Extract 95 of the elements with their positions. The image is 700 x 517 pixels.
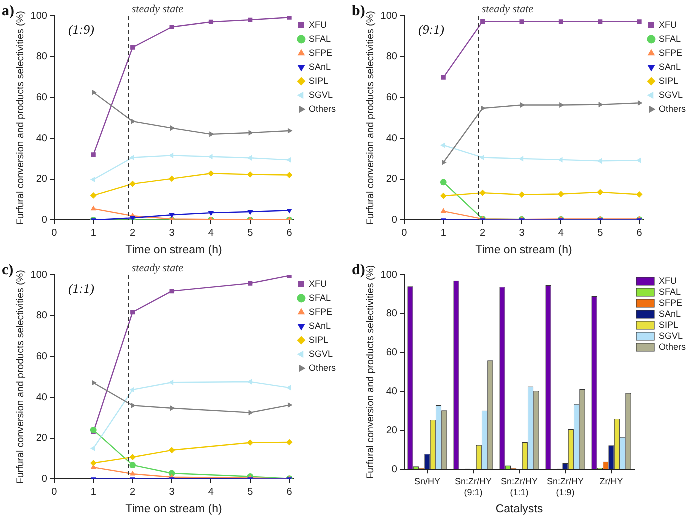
legend-label: SIPL (658, 320, 679, 330)
x-tick-label: 2 (480, 228, 486, 239)
y-tick-label: 100 (30, 10, 48, 22)
legend-label: SAnL (658, 62, 682, 72)
legend-label: SIPL (308, 76, 329, 86)
y-tick-label: 40 (386, 133, 398, 144)
legend-label: SFAL (658, 286, 682, 297)
x-axis-title: Time on stream (h) (126, 503, 222, 516)
x-tick-label: Sn:Zr/HY (9:1) (454, 476, 492, 498)
x-axis-title: Time on stream (h) (126, 244, 222, 256)
y-tick-label: 100 (380, 10, 398, 22)
x-tick-label: 0 (52, 486, 58, 498)
legend-label: SAnL (308, 62, 332, 72)
legend-label: SFAL (308, 292, 332, 303)
x-tick-label: Sn/HY (414, 476, 440, 486)
x-tick-label: 0 (402, 228, 408, 239)
legend-label: XFU (308, 278, 327, 289)
legend-label: Others (658, 104, 686, 114)
y-tick-label: 20 (386, 174, 398, 186)
ref-line-label: steady state (132, 3, 184, 16)
text: b) (352, 3, 366, 20)
legend-label: XFU (308, 20, 327, 30)
legend-label: SIPL (308, 334, 329, 345)
x-tick-label: 4 (208, 228, 214, 239)
legend-label: SFPE (658, 298, 683, 308)
y-axis-title: Furfural conversion and products selectivities (%) (366, 265, 377, 480)
legend-label: Others (308, 104, 336, 114)
ref-line-label: steady state (132, 262, 184, 274)
y-tick-label: 80 (36, 52, 48, 63)
x-tick-label: Sn:Zr/HY (1:1) (500, 476, 538, 498)
legend-label: SIPL (658, 76, 679, 86)
legend-label: SFPE (308, 48, 333, 58)
y-tick-label: 20 (36, 433, 48, 444)
legend-label: Others (308, 362, 336, 373)
text: c) (2, 262, 14, 278)
legend-label: Others (658, 342, 686, 352)
x-tick-label: Zr/HY (600, 476, 624, 486)
y-axis-title: Furfural conversion and products selectivities (%) (16, 11, 27, 226)
legend-label: XFU (658, 20, 677, 30)
x-tick-label: 4 (558, 228, 564, 239)
x-tick-label: 3 (519, 228, 526, 239)
x-tick-label: 6 (286, 486, 293, 498)
x-tick-label: 5 (248, 228, 254, 239)
y-tick-label: 100 (380, 270, 398, 281)
x-tick-label: 3 (169, 228, 176, 239)
x-tick-label: Sn:Zr/HY (1:9) (546, 476, 584, 498)
annotation: (9:1) (418, 22, 444, 37)
y-axis-title: Furfural conversion and products selectivities (%) (366, 11, 377, 226)
x-tick-label: 2 (130, 486, 136, 498)
legend-label: SGVL (308, 348, 334, 359)
x-tick-label: 1 (440, 228, 447, 239)
text: d) (352, 262, 366, 278)
legend-label: SGVL (658, 330, 684, 341)
annotation: (1:9) (68, 22, 94, 37)
x-tick-label: 5 (248, 486, 254, 498)
x-tick-label: 3 (169, 486, 176, 498)
x-tick-label: 6 (636, 228, 643, 239)
legend-label: SGVL (308, 90, 334, 100)
annotation: (1:1) (68, 280, 94, 296)
x-tick-label: 6 (286, 228, 293, 239)
legend-label: SFPE (308, 306, 333, 317)
y-tick-label: 40 (386, 386, 398, 398)
y-tick-label: 0 (392, 214, 398, 226)
legend-label: SAnL (658, 308, 682, 319)
x-tick-label: 4 (208, 486, 214, 498)
x-tick-label: 0 (52, 228, 58, 239)
legend-label: SGVL (658, 90, 684, 100)
legend-label: XFU (658, 276, 677, 286)
y-axis-title: Furfural conversion and products selectivities (%) (16, 270, 27, 484)
text: a) (2, 3, 14, 20)
y-tick-label: 0 (392, 464, 398, 476)
y-tick-label: 80 (386, 308, 398, 320)
legend-label: SFPE (658, 48, 683, 58)
y-tick-label: 20 (386, 425, 398, 436)
y-tick-label: 60 (386, 348, 398, 359)
y-tick-label: 60 (36, 92, 48, 104)
x-tick-label: 2 (130, 228, 136, 239)
ref-line-label: steady state (482, 3, 534, 16)
legend-label: SAnL (308, 320, 332, 331)
y-tick-label: 100 (30, 270, 48, 281)
y-tick-label: 60 (36, 351, 48, 362)
legend-label: SFAL (308, 34, 332, 44)
y-tick-label: 80 (36, 310, 48, 322)
legend-label: SFAL (658, 34, 682, 44)
x-tick-label: 1 (90, 486, 97, 498)
y-tick-label: 80 (386, 52, 398, 63)
x-axis-title: Time on stream (h) (476, 244, 572, 256)
y-tick-label: 40 (36, 392, 48, 404)
y-tick-label: 20 (36, 174, 48, 186)
x-axis-title: Catalysts (496, 503, 544, 516)
y-tick-label: 40 (36, 133, 48, 144)
y-tick-label: 0 (42, 214, 48, 226)
y-tick-label: 60 (386, 92, 398, 104)
x-tick-label: 1 (90, 228, 97, 239)
x-tick-label: 5 (598, 228, 604, 239)
